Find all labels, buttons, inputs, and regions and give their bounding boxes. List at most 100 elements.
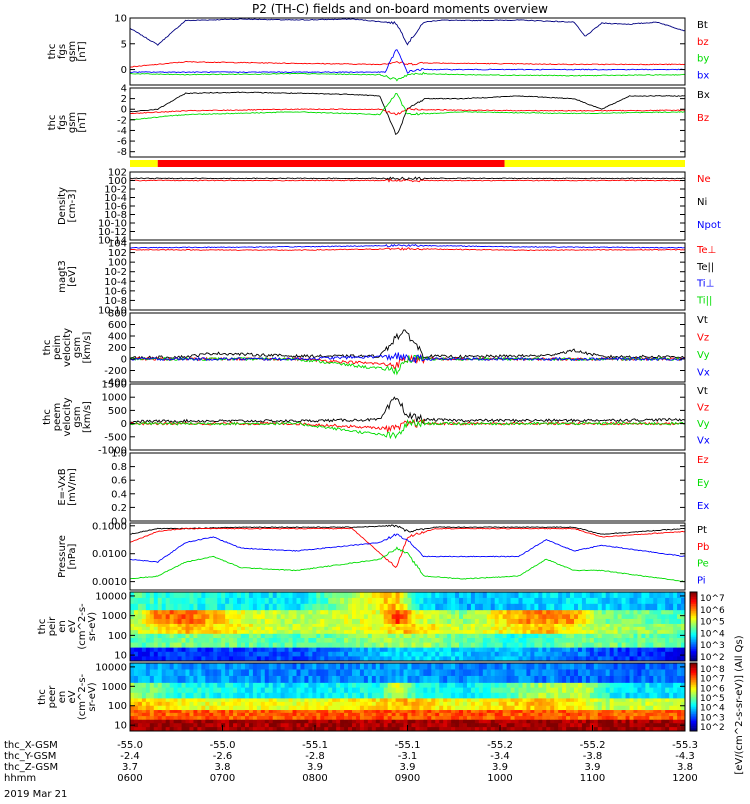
heatmap-cell xyxy=(225,656,230,662)
heatmap-cell xyxy=(506,642,511,648)
heatmap-cell xyxy=(542,633,547,639)
heatmap-cell xyxy=(344,697,349,703)
heatmap-cell xyxy=(316,682,321,689)
heatmap-cell xyxy=(407,623,412,628)
heatmap-cell xyxy=(415,638,420,643)
heatmap-cell xyxy=(312,614,317,620)
heatmap-cell xyxy=(530,682,535,689)
heatmap-cell xyxy=(161,603,167,611)
heatmap-cell xyxy=(478,723,484,728)
heatmap-cell xyxy=(554,633,559,639)
heatmap-cell xyxy=(332,609,337,615)
heatmap-cell xyxy=(189,656,194,662)
heatmap-cell xyxy=(280,692,286,699)
heatmap-cell xyxy=(149,614,155,620)
heatmap-cell xyxy=(233,638,238,643)
heatmap-cell xyxy=(312,633,317,639)
y-axis-label: gsm xyxy=(67,41,78,62)
heatmap-cell xyxy=(601,697,607,703)
heatmap-cell xyxy=(407,597,412,605)
heatmap-cell xyxy=(328,633,333,639)
heatmap-cell xyxy=(558,609,563,615)
colorbar-swatch xyxy=(690,678,697,681)
heatmap-cell xyxy=(542,630,547,634)
heatmap-cell xyxy=(451,609,456,615)
heatmap-cell xyxy=(161,719,167,724)
heatmap-cell xyxy=(657,723,662,728)
heatmap-cell xyxy=(423,603,428,611)
heatmap-cell xyxy=(280,630,286,634)
heatmap-cell xyxy=(633,723,638,728)
heatmap-cell xyxy=(411,651,416,657)
heatmap-cell xyxy=(593,697,599,703)
heatmap-cell xyxy=(415,692,420,699)
heatmap-cell xyxy=(161,723,167,728)
heatmap-cell xyxy=(213,709,218,714)
heatmap-cell xyxy=(161,597,167,605)
heatmap-cell xyxy=(316,597,321,605)
heatmap-cell xyxy=(490,656,496,662)
heatmap-cell xyxy=(252,723,258,728)
colorbar-swatch xyxy=(690,697,697,699)
heatmap-cell xyxy=(677,692,682,699)
heatmap-cell xyxy=(153,618,159,624)
heatmap-cell xyxy=(130,682,135,689)
colorbar-swatch xyxy=(690,690,697,693)
heatmap-cell xyxy=(649,626,654,631)
heatmap-cell xyxy=(665,597,670,605)
heatmap-cell xyxy=(621,723,626,728)
heatmap-cell xyxy=(284,719,289,724)
heatmap-cell xyxy=(399,633,404,639)
heatmap-cell xyxy=(221,633,226,639)
heatmap-cell xyxy=(447,709,452,714)
heatmap-cell xyxy=(340,692,345,699)
heatmap-cell xyxy=(359,663,365,670)
heatmap-cell xyxy=(478,687,484,694)
heatmap-cell xyxy=(177,716,182,720)
colorbar-tick-label: 10^4 xyxy=(700,629,725,639)
heatmap-cell xyxy=(581,647,587,653)
heatmap-cell xyxy=(153,719,159,724)
heatmap-cell xyxy=(359,633,365,639)
heatmap-cell xyxy=(367,709,373,714)
heatmap-cell xyxy=(324,701,329,707)
heatmap-cell xyxy=(435,603,440,611)
heatmap-cell xyxy=(490,597,496,605)
heatmap-cell xyxy=(625,709,630,714)
heatmap-cell xyxy=(252,618,258,624)
heatmap-cell xyxy=(538,716,543,720)
heatmap-cell xyxy=(645,719,650,724)
heatmap-cell xyxy=(677,697,682,703)
heatmap-cell xyxy=(407,723,412,728)
heatmap-cell xyxy=(522,638,527,643)
heatmap-cell xyxy=(399,727,404,732)
heatmap-cell xyxy=(617,712,622,717)
heatmap-cell xyxy=(256,705,262,711)
heatmap-cell xyxy=(486,727,492,732)
heatmap-cell xyxy=(510,692,515,699)
heatmap-cell xyxy=(205,603,210,611)
heatmap-cell xyxy=(276,630,282,634)
heatmap-cell xyxy=(324,633,329,639)
heatmap-cell xyxy=(153,716,159,720)
heatmap-cell xyxy=(494,651,500,657)
heatmap-cell xyxy=(463,682,468,689)
heatmap-cell xyxy=(637,701,642,707)
heatmap-cell xyxy=(641,669,646,677)
y-axis-label: [nT] xyxy=(77,41,88,61)
heatmap-cell xyxy=(193,618,198,624)
heatmap-cell xyxy=(538,719,543,724)
heatmap-cell xyxy=(165,597,171,605)
colorbar-frame xyxy=(689,591,698,662)
heatmap-cell xyxy=(177,603,182,611)
heatmap-cell xyxy=(241,687,246,694)
heatmap-cell xyxy=(137,647,143,653)
heatmap-cell xyxy=(570,712,575,717)
heatmap-cell xyxy=(562,712,567,717)
heatmap-cell xyxy=(522,712,527,717)
heatmap-cell xyxy=(597,656,603,662)
colorbar-swatch xyxy=(690,693,697,696)
legend-entry: Vt xyxy=(697,315,708,326)
heatmap-cell xyxy=(300,603,305,611)
heatmap-cell xyxy=(451,597,456,605)
